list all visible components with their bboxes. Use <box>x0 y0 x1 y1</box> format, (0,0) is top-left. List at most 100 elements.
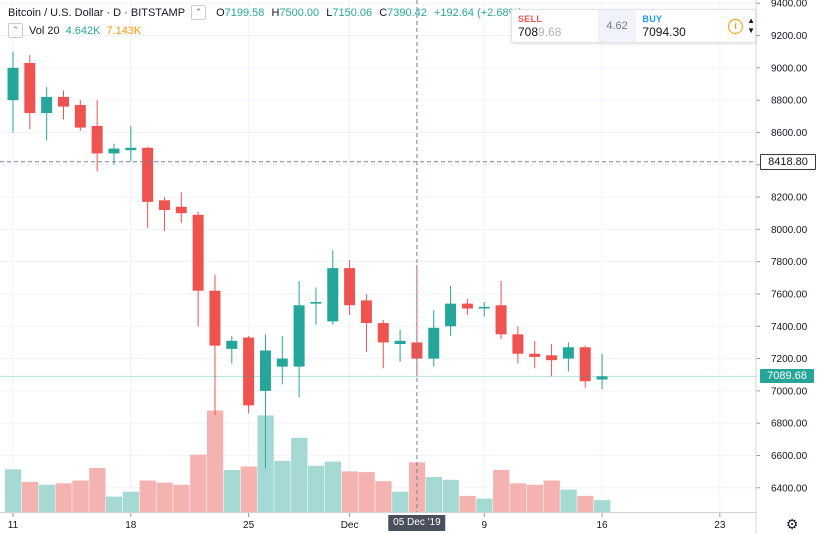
candle-body <box>226 340 238 349</box>
buy-button[interactable]: BUY 7094.30 <box>636 10 722 42</box>
y-tick-label: 8200.00 <box>771 193 808 204</box>
volume-bar <box>72 480 89 512</box>
candle-body <box>512 334 524 354</box>
change-value: +192.64 (+2.68%) <box>433 6 523 19</box>
volume-bar <box>307 465 325 512</box>
candle-body <box>428 327 440 359</box>
volume-bar <box>526 484 544 512</box>
open-value: 7199.58 <box>224 6 265 19</box>
symbol-legend[interactable]: Bitcoin / U.S. Dollar · D · BITSTAMP ⌃ O… <box>8 5 522 20</box>
expand-collapse-icon[interactable]: ▲ ▼ <box>747 16 755 35</box>
sell-label: SELL <box>518 13 543 24</box>
candle-body <box>495 305 507 335</box>
ohlc-values: O7199.58 H7500.00 L7150.06 C7390.42 +192… <box>216 6 523 19</box>
high-value: 7500.00 <box>279 6 320 19</box>
y-tick-label: 6800.00 <box>771 419 808 430</box>
low-value: 7150.06 <box>332 6 373 19</box>
volume-bar <box>206 410 224 512</box>
candle-body <box>310 302 322 304</box>
volume-bar <box>442 479 459 512</box>
candle-body <box>192 214 204 291</box>
volume-bar <box>425 477 443 512</box>
candle-body <box>108 148 120 154</box>
y-tick-label: 8000.00 <box>771 225 808 236</box>
candlestick-series <box>7 51 608 469</box>
y-tick-label: 8800.00 <box>771 96 808 107</box>
volume-legend[interactable]: ⌃ Vol 20 4.642K 7.143K <box>8 23 141 38</box>
y-tick-label: 7200.00 <box>771 354 808 365</box>
candle-body <box>344 268 356 306</box>
x-tick-label: Dec <box>341 520 359 531</box>
candle-body <box>24 62 36 114</box>
volume-bar <box>223 470 241 512</box>
volume-bar <box>577 495 594 512</box>
trade-widget: SELL 7089.68 4.62 BUY 7094.30 i ▲ ▼ <box>511 9 756 43</box>
close-value: 7390.42 <box>387 6 427 19</box>
y-tick-label: 9000.00 <box>771 63 808 74</box>
volume-bar <box>139 480 156 512</box>
x-tick-label: 25 <box>243 520 255 531</box>
info-icon[interactable]: i <box>728 18 744 34</box>
volume-bar <box>5 469 22 512</box>
volume-bar <box>55 483 72 512</box>
candle-body <box>74 104 86 128</box>
candle-body <box>41 96 53 114</box>
candle-body <box>91 125 103 154</box>
volume-bar <box>594 500 611 512</box>
candle-body <box>125 147 137 151</box>
y-tick-label: 7400.00 <box>771 322 808 333</box>
candle-body <box>243 337 255 406</box>
volume-value: 4.642K <box>65 24 101 37</box>
candle-body <box>394 340 406 345</box>
candle-body <box>360 300 372 324</box>
x-tick-label: 16 <box>596 520 608 531</box>
candle-body <box>596 376 608 380</box>
collapse-legend-icon[interactable]: ⌃ <box>191 5 207 20</box>
candle-body <box>546 355 558 361</box>
x-tick-label: 9 <box>481 520 487 531</box>
volume-bar <box>291 437 308 512</box>
y-tick-label: 6600.00 <box>771 451 808 462</box>
symbol-title[interactable]: Bitcoin / U.S. Dollar · D · BITSTAMP <box>8 6 186 19</box>
volume-bar <box>408 462 426 512</box>
settings-gear-icon[interactable]: ⚙ <box>785 516 799 532</box>
volume-bar <box>509 483 527 512</box>
candle-body <box>209 290 221 346</box>
volume-bar <box>493 470 510 512</box>
volume-bar <box>324 461 342 512</box>
sell-price: 7089.68 <box>518 24 562 39</box>
x-tick-label: 18 <box>125 520 137 531</box>
candle-body <box>562 347 574 359</box>
volume-bar <box>156 482 173 512</box>
x-tick-label: 23 <box>714 520 726 531</box>
y-tick-label: 7600.00 <box>771 289 808 300</box>
y-tick-label: 7800.00 <box>771 257 808 268</box>
volume-bar <box>240 466 257 512</box>
volume-bar <box>89 467 106 512</box>
candle-body <box>478 306 490 309</box>
volume-bar <box>274 460 291 512</box>
collapse-volume-icon[interactable]: ⌃ <box>8 23 23 38</box>
volume-bar <box>358 472 375 512</box>
candle-body <box>142 147 154 202</box>
volume-bar <box>38 484 55 512</box>
candle-body <box>57 96 69 107</box>
y-tick-label: 7000.00 <box>771 386 808 397</box>
candle-body <box>327 268 339 322</box>
volume-bar <box>190 454 207 512</box>
candle-body <box>445 303 457 327</box>
volume-bar <box>122 491 140 512</box>
candle-body <box>579 347 591 382</box>
x-tick-label: 11 <box>8 520 19 531</box>
candle-body <box>529 353 541 357</box>
y-tick-label: 9400.00 <box>771 0 808 10</box>
candle-body <box>158 200 170 210</box>
volume-bar <box>459 495 476 512</box>
y-tick-label: 9200.00 <box>771 31 808 42</box>
candle-body <box>293 305 305 367</box>
volume-bar <box>341 471 358 512</box>
crosshair-date-label: 05 Dec '19 <box>388 515 446 531</box>
sell-button[interactable]: SELL 7089.68 <box>512 10 598 42</box>
